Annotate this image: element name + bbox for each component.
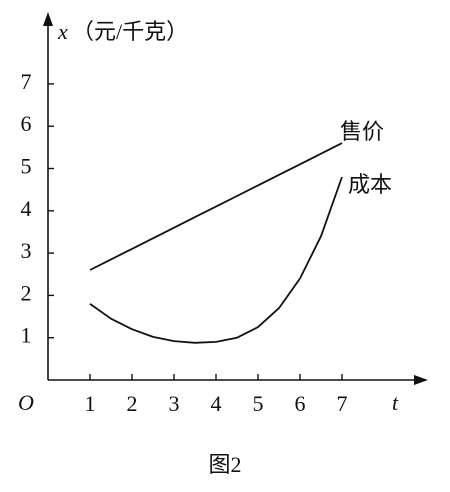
x-tick-label: 4 xyxy=(211,391,222,416)
y-tick-label: 5 xyxy=(21,154,32,179)
y-tick-label: 7 xyxy=(21,69,32,94)
series-label: 售价 xyxy=(340,120,384,145)
x-tick-label: 1 xyxy=(85,391,96,416)
x-tick-label: 2 xyxy=(127,391,138,416)
y-axis-arrow xyxy=(43,12,53,26)
y-tick-label: 4 xyxy=(21,196,32,221)
x-axis-arrow xyxy=(414,375,428,385)
series-label: 成本 xyxy=(348,173,392,198)
y-tick-label: 2 xyxy=(21,280,32,305)
y-tick-label: 1 xyxy=(21,323,32,348)
y-tick-label: 6 xyxy=(21,111,32,136)
x-tick-label: 7 xyxy=(337,391,348,416)
x-axis-label: t xyxy=(392,390,399,415)
x-tick-label: 5 xyxy=(253,391,264,416)
series-line xyxy=(89,142,343,271)
y-axis-var: x xyxy=(57,19,68,44)
x-tick-label: 3 xyxy=(169,391,180,416)
x-tick-label: 6 xyxy=(295,391,306,416)
y-tick-label: 3 xyxy=(21,238,32,263)
caption: 图2 xyxy=(208,452,241,477)
origin-label: O xyxy=(18,390,34,415)
series-line xyxy=(89,176,343,344)
y-axis-unit: （元/千克） xyxy=(72,19,188,44)
